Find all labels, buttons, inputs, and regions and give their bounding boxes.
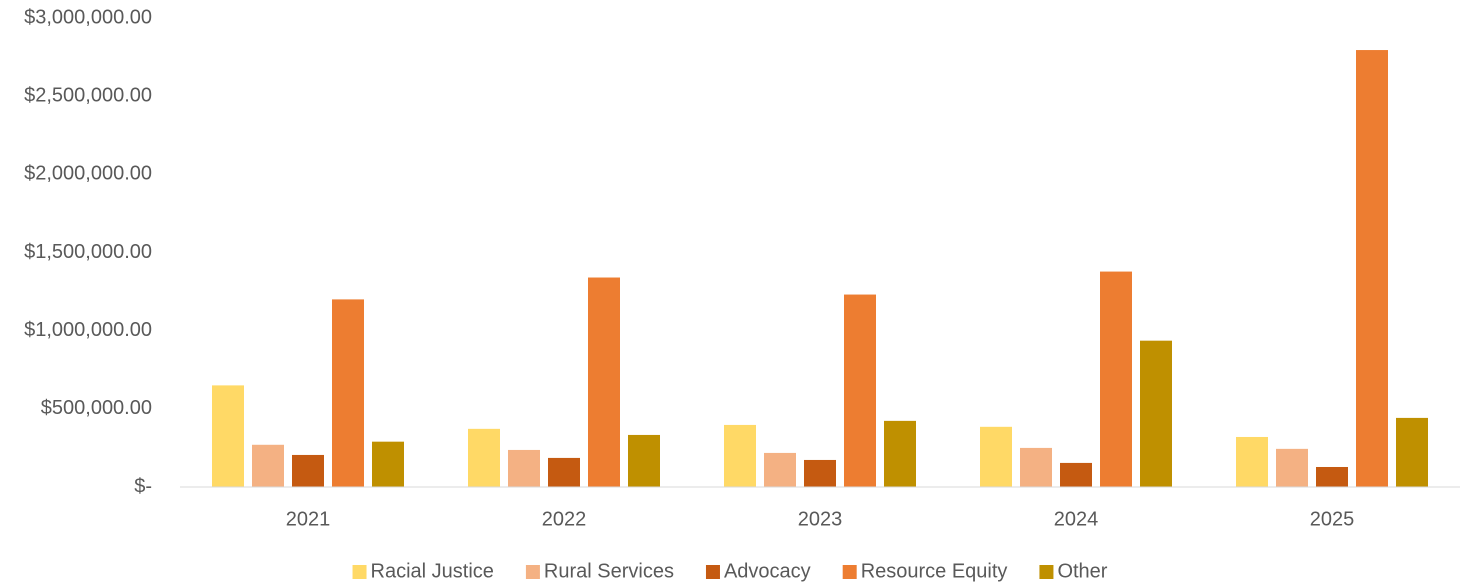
bar	[372, 441, 404, 487]
legend-swatch	[352, 565, 367, 579]
y-tick-label: $3,000,000.00	[24, 6, 152, 28]
bar	[1020, 447, 1052, 487]
bar	[1140, 340, 1172, 487]
bar	[1316, 466, 1348, 487]
legend-label: Advocacy	[724, 560, 811, 582]
bar	[468, 428, 500, 487]
x-tick-label: 2023	[798, 508, 843, 530]
bar	[628, 434, 660, 487]
bar	[764, 452, 796, 487]
bar	[548, 457, 580, 487]
legend-label: Rural Services	[544, 560, 674, 582]
legend-label: Resource Equity	[861, 560, 1008, 582]
legend-swatch	[842, 565, 857, 579]
bar	[1100, 271, 1132, 487]
x-tick-label: 2022	[542, 508, 587, 530]
bar	[1236, 436, 1268, 487]
bar	[1060, 462, 1092, 487]
y-tick-label: $2,000,000.00	[24, 163, 152, 185]
bar	[508, 449, 540, 487]
legend-label: Racial Justice	[371, 560, 494, 582]
x-tick-label: 2025	[1310, 508, 1355, 530]
bar	[844, 294, 876, 487]
bar	[332, 299, 364, 487]
bar	[804, 459, 836, 487]
bar	[292, 454, 324, 487]
y-tick-label: $-	[134, 475, 152, 497]
x-tick-label: 2021	[286, 508, 331, 530]
y-tick-label: $2,500,000.00	[24, 84, 152, 106]
legend-swatch	[1039, 565, 1054, 579]
legend-swatch	[705, 565, 720, 579]
bar	[252, 444, 284, 487]
bar	[1276, 448, 1308, 487]
bar	[1356, 50, 1388, 487]
bar	[884, 420, 916, 487]
bar	[980, 426, 1012, 487]
bar	[724, 424, 756, 487]
y-tick-label: $1,500,000.00	[24, 241, 152, 263]
x-tick-label: 2024	[1054, 508, 1099, 530]
y-tick-label: $500,000.00	[41, 397, 152, 419]
bar	[588, 277, 620, 487]
legend-label: Other	[1057, 560, 1107, 582]
bar	[212, 385, 244, 487]
bar	[1396, 417, 1428, 487]
y-tick-label: $1,000,000.00	[24, 319, 152, 341]
legend-swatch	[525, 565, 540, 579]
